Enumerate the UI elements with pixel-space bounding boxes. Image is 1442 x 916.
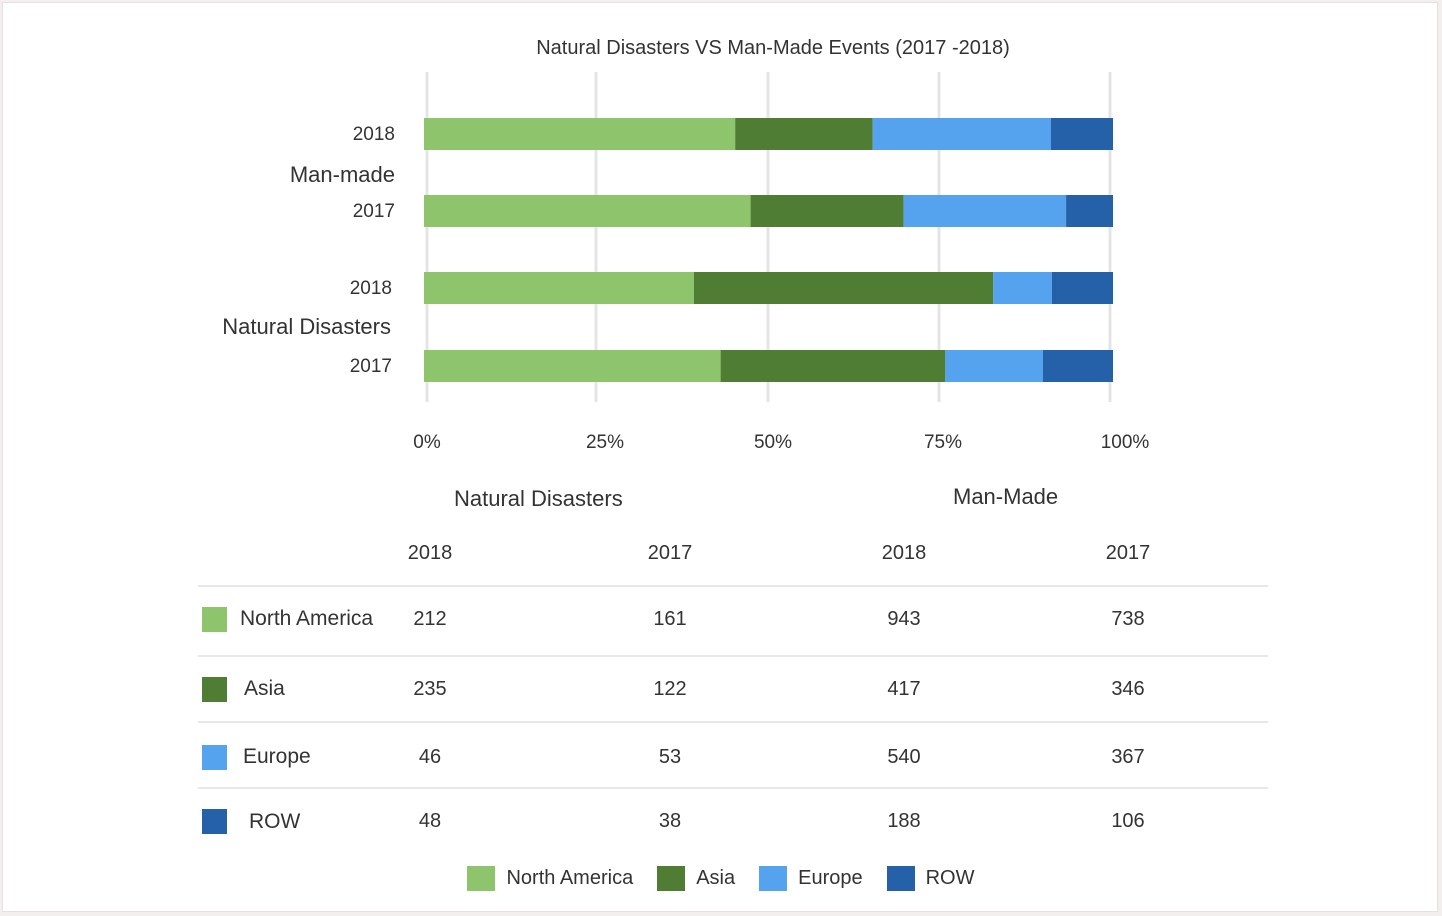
table-cell: 161: [653, 608, 687, 630]
legend-item-asia: Asia: [657, 866, 735, 891]
bar-segment-row: [1042, 350, 1113, 382]
table-divider: [198, 787, 1268, 789]
table-row-label: ROW: [249, 810, 301, 833]
legend-swatch: [886, 866, 915, 891]
bar-year-label: 2018: [353, 124, 395, 145]
bar-segment-row: [1050, 118, 1113, 150]
category-label: Man-made: [290, 162, 395, 187]
y-axis-labels: 2018 2017 2018 2017 Man-made Natural Disaster…: [222, 124, 395, 377]
table-cell: 367: [1111, 746, 1145, 768]
bar-segment-row: [1051, 272, 1113, 304]
table-divider: [198, 585, 1268, 587]
legend-label: Europe: [798, 867, 863, 889]
table-header-man-made: Man-Made: [953, 484, 1059, 509]
table-cell: 122: [653, 678, 687, 700]
bar-segment-north-america: [424, 195, 751, 227]
legend-item-row: ROW: [886, 866, 975, 891]
table-cell: 53: [658, 746, 682, 768]
x-tick-label: 100%: [1101, 432, 1150, 453]
legend-label: Asia: [696, 867, 736, 889]
bar-segment-europe: [872, 118, 1051, 150]
category-label: Natural Disasters: [222, 314, 391, 339]
bar-segment-europe: [903, 195, 1067, 227]
bars: [424, 118, 1113, 382]
stacked-bar-chart: Natural Disasters VS Man-Made Events (20…: [222, 37, 1149, 453]
table-column-header: 2017: [1105, 542, 1151, 564]
asia-swatch: [202, 677, 227, 702]
bar-year-label: 2017: [353, 201, 395, 222]
table-cell: 235: [413, 678, 447, 700]
europe-swatch: [202, 745, 227, 770]
bar-segment-asia: [720, 350, 946, 382]
bar-segment-north-america: [424, 350, 721, 382]
x-tick-label: 50%: [754, 432, 792, 453]
table-column-header: 2018: [407, 542, 453, 564]
legend-swatch: [467, 866, 496, 891]
legend-label: ROW: [925, 867, 975, 889]
legend-item-europe: Europe: [759, 866, 863, 891]
x-axis-ticks: 0% 25% 50% 75% 100%: [413, 432, 1149, 453]
table-cell: 738: [1111, 608, 1145, 630]
bar-segment-north-america: [424, 272, 694, 304]
legend-item-north-america: North America: [467, 866, 633, 891]
table-cell: 346: [1111, 678, 1145, 700]
table-cell: 540: [887, 746, 921, 768]
table-divider: [198, 655, 1268, 657]
row-swatch: [202, 809, 227, 834]
bar-segment-row: [1066, 195, 1113, 227]
table-cell: 188: [887, 810, 921, 832]
table-row-label: Asia: [244, 677, 285, 700]
table-header-natural-disasters: Natural Disasters: [454, 486, 623, 511]
north-america-swatch: [202, 607, 227, 632]
bar-segment-europe: [993, 272, 1052, 304]
chart-title: Natural Disasters VS Man-Made Events (20…: [536, 37, 1010, 59]
table-row-label: Europe: [243, 745, 311, 768]
table-cell: 212: [413, 608, 447, 630]
bar-segment-north-america: [424, 118, 736, 150]
x-tick-label: 25%: [586, 432, 624, 453]
table-column-header: 2018: [881, 542, 927, 564]
table-cell: 46: [418, 746, 442, 768]
table-cell: 48: [418, 810, 442, 832]
bar-segment-asia: [750, 195, 904, 227]
table-row-label: North America: [240, 607, 374, 630]
table-cell: 106: [1111, 810, 1145, 832]
bar-segment-asia: [735, 118, 873, 150]
table-divider: [198, 721, 1268, 723]
table-cell: 417: [887, 678, 921, 700]
chart-legend: North America Asia Europe ROW: [0, 866, 1442, 891]
legend-swatch: [657, 866, 686, 891]
bar-segment-europe: [945, 350, 1043, 382]
x-tick-label: 75%: [924, 432, 962, 453]
table-cell: 943: [887, 608, 921, 630]
table-cell: 38: [658, 810, 682, 832]
bar-year-label: 2017: [350, 356, 392, 377]
legend-swatch: [759, 866, 788, 891]
bar-year-label: 2018: [350, 278, 392, 299]
x-tick-label: 0%: [413, 432, 441, 453]
legend-label: North America: [506, 867, 634, 889]
bar-segment-asia: [693, 272, 994, 304]
table-column-header: 2017: [647, 542, 693, 564]
